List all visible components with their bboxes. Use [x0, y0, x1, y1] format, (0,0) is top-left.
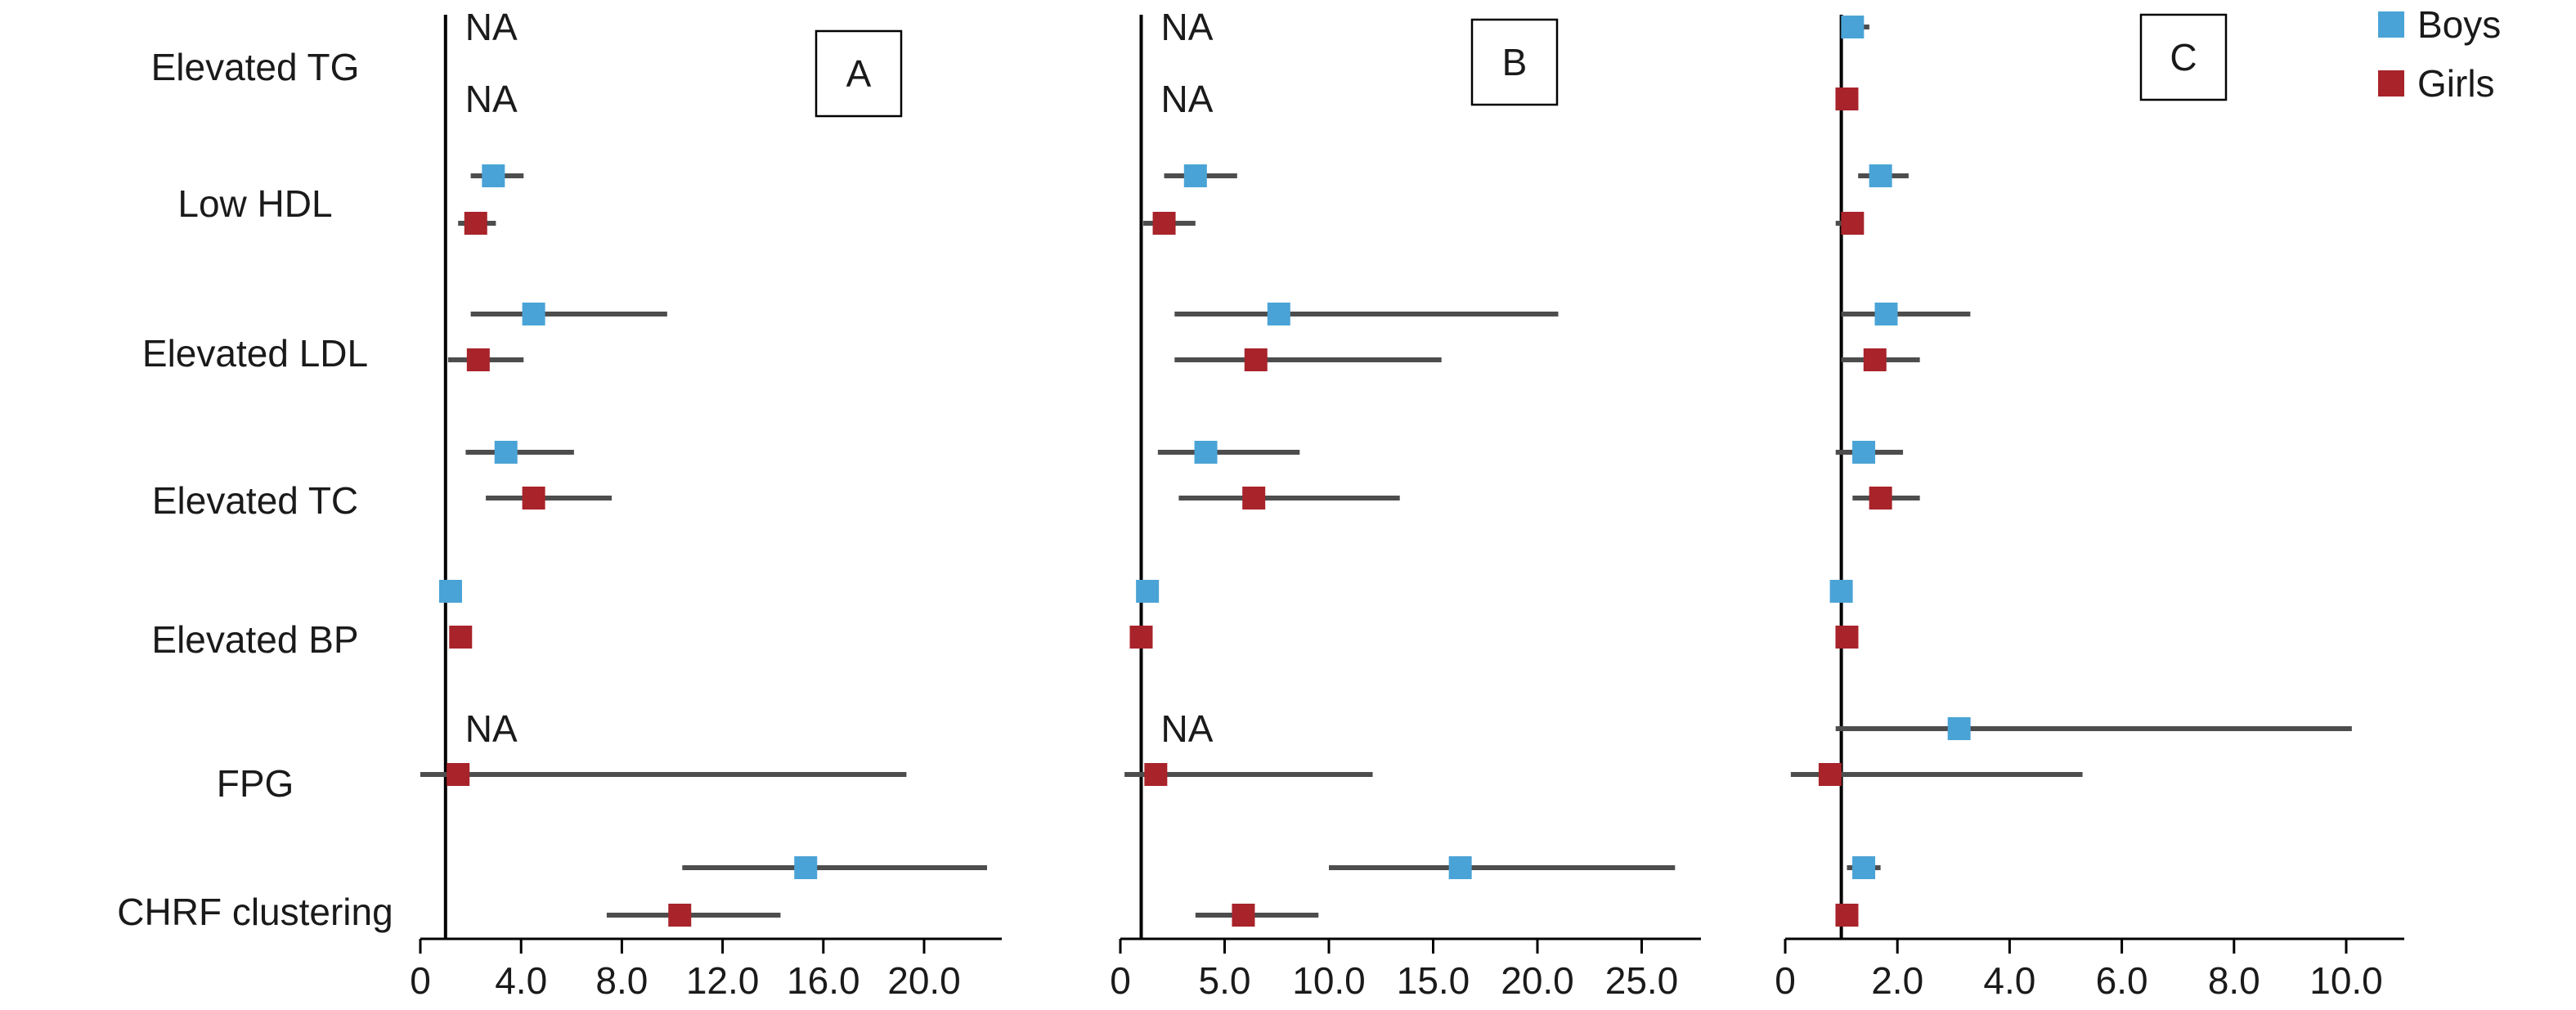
point-girls-elevated-tc	[1869, 487, 1892, 509]
point-girls-low-hdl	[1841, 212, 1865, 235]
legend-swatch-boys	[2378, 11, 2404, 38]
panel-label-a: A	[846, 52, 872, 95]
point-girls-elevated-ldl	[1863, 348, 1887, 371]
point-boys-elevated-bp	[1829, 580, 1853, 603]
point-boys-elevated-ldl	[522, 303, 545, 325]
panel-label-c: C	[2170, 36, 2197, 79]
x-tick-label: 12.0	[686, 959, 760, 1002]
na-label-boys-fpg: NA	[1161, 707, 1214, 750]
row-label-elevated-tc: Elevated TC	[152, 479, 358, 522]
row-label-chrf-clustering: CHRF clustering	[117, 891, 393, 933]
legend-label-boys: Boys	[2417, 3, 2501, 46]
point-boys-fpg	[1947, 717, 1971, 740]
point-boys-elevated-tc	[1852, 441, 1876, 464]
x-tick-label: 0	[1775, 959, 1796, 1002]
panel-a: 0 4.0 8.0 12.0 16.0 20.0 A NA NA NA	[410, 6, 1002, 1002]
point-boys-low-hdl	[1869, 164, 1892, 187]
point-boys-elevated-bp	[1136, 580, 1160, 603]
na-label-boys-elevated-tg: NA	[1161, 6, 1214, 48]
point-boys-chrf-clustering	[1448, 856, 1472, 879]
point-boys-elevated-tg	[1841, 16, 1865, 38]
point-girls-elevated-tg	[1835, 88, 1859, 110]
row-label-fpg: FPG	[217, 762, 294, 805]
row-labels: Elevated TG Low HDL Elevated LDL Elevated T…	[117, 46, 393, 933]
point-girls-fpg	[447, 763, 470, 786]
row-label-elevated-bp: Elevated BP	[151, 618, 358, 661]
x-tick-label: 20.0	[1501, 959, 1574, 1002]
x-tick-label: 8.0	[2208, 959, 2260, 1002]
point-girls-fpg	[1144, 763, 1168, 786]
panel-label-box	[2139, 13, 2228, 101]
x-tick-label: 4.0	[495, 959, 547, 1002]
na-label-boys-fpg: NA	[465, 707, 518, 750]
x-tick-label: 20.0	[887, 959, 961, 1002]
legend-label-girls: Girls	[2417, 62, 2495, 105]
x-tick-label: 10.0	[2309, 959, 2383, 1002]
x-tick-label: 15.0	[1397, 959, 1470, 1002]
point-girls-elevated-bp	[449, 626, 473, 649]
point-boys-elevated-ldl	[1267, 303, 1290, 325]
point-girls-chrf-clustering	[1835, 904, 1859, 927]
na-label-boys-elevated-tg: NA	[465, 6, 518, 48]
row-label-elevated-ldl: Elevated LDL	[142, 332, 368, 375]
x-tick-label: 2.0	[1871, 959, 1923, 1002]
point-boys-low-hdl	[482, 164, 505, 187]
panel-c: 0 2.0 4.0 6.0 8.0 10.0 C	[1775, 13, 2404, 1002]
point-boys-chrf-clustering	[1852, 856, 1876, 879]
point-boys-chrf-clustering	[794, 856, 818, 879]
point-boys-elevated-bp	[438, 580, 462, 603]
row-label-elevated-tg: Elevated TG	[151, 46, 360, 88]
x-tick-label: 4.0	[1983, 959, 2035, 1002]
x-tick-label: 10.0	[1292, 959, 1366, 1002]
panel-label-box	[815, 29, 903, 118]
na-label-girls-elevated-tg: NA	[1161, 78, 1214, 120]
x-tick-label: 16.0	[787, 959, 860, 1002]
point-girls-elevated-bp	[1129, 626, 1153, 649]
point-boys-elevated-tc	[1194, 441, 1218, 464]
point-girls-elevated-ldl	[1244, 348, 1268, 371]
x-tick-label: 5.0	[1199, 959, 1251, 1002]
point-girls-low-hdl	[464, 212, 487, 235]
panel-label-box	[1470, 18, 1559, 106]
chart-panels: 0 4.0 8.0 12.0 16.0 20.0 A NA NA NA 0 5.0 10.0 15.0 20…	[410, 6, 2404, 1002]
point-girls-elevated-tc	[522, 487, 545, 509]
point-girls-chrf-clustering	[668, 904, 692, 927]
point-boys-elevated-tc	[494, 441, 518, 464]
legend-swatch-girls	[2378, 70, 2404, 97]
point-girls-low-hdl	[1152, 212, 1176, 235]
panel-b: 0 5.0 10.0 15.0 20.0 25.0 B NA NA NA	[1110, 6, 1701, 1002]
x-tick-label: 0	[1110, 959, 1131, 1002]
point-girls-fpg	[1818, 763, 1842, 786]
point-girls-chrf-clustering	[1232, 904, 1255, 927]
point-girls-elevated-ldl	[466, 348, 490, 371]
x-tick-label: 8.0	[595, 959, 648, 1002]
point-girls-elevated-tc	[1242, 487, 1266, 509]
x-tick-label: 0	[410, 959, 431, 1002]
legend: Boys Girls	[2378, 3, 2501, 105]
x-tick-label: 25.0	[1605, 959, 1679, 1002]
panel-label-b: B	[1502, 41, 1528, 83]
na-label-girls-elevated-tg: NA	[465, 78, 518, 120]
x-tick-label: 6.0	[2096, 959, 2148, 1002]
row-label-low-hdl: Low HDL	[177, 182, 332, 225]
point-boys-low-hdl	[1183, 164, 1207, 187]
point-boys-elevated-ldl	[1874, 303, 1898, 325]
point-girls-elevated-bp	[1835, 626, 1859, 649]
